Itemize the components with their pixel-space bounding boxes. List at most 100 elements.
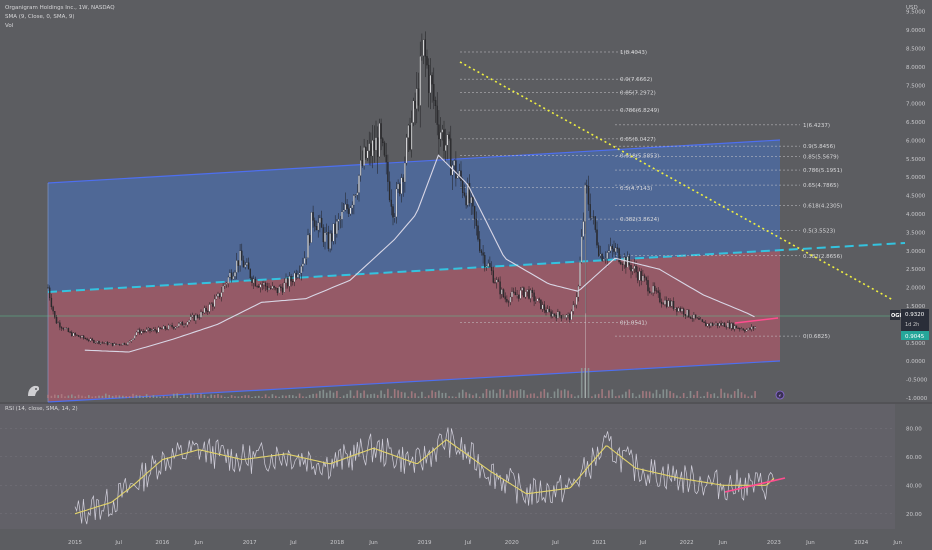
- volume-bar: [689, 391, 692, 398]
- candle-body: [190, 316, 192, 321]
- volume-bar: [669, 391, 671, 398]
- candle-body: [686, 309, 688, 316]
- candle-body: [465, 195, 467, 206]
- candle-body: [412, 100, 415, 123]
- price-tick-label: 3.0000: [906, 249, 926, 255]
- volume-bar: [740, 392, 743, 398]
- volume-bar: [305, 396, 308, 398]
- candle-body: [82, 335, 85, 339]
- candle-body: [400, 177, 403, 194]
- candle-body: [711, 323, 714, 326]
- time-axis[interactable]: 2015 Jul 2016 Jun 2017 Jul 2018 Jun 2019 Jul 2020 J…: [68, 540, 903, 546]
- price-tick-label: 2.5000: [906, 267, 926, 273]
- candle-body: [183, 324, 185, 326]
- time-tick-label: Jun: [368, 540, 378, 546]
- candle-body: [239, 250, 241, 266]
- candle-body: [659, 292, 661, 303]
- time-tick-label: Jul: [551, 540, 559, 546]
- candle-body: [696, 317, 699, 319]
- volume-bar: [682, 393, 685, 398]
- volume-bar: [302, 396, 304, 398]
- candle-body: [81, 335, 83, 338]
- candle-body: [334, 223, 336, 234]
- volume-bar: [434, 392, 437, 398]
- volume-bar: [706, 391, 709, 398]
- volume-bar: [672, 393, 675, 398]
- candle-body: [443, 129, 445, 151]
- volume-bar: [550, 397, 552, 398]
- candle-body: [501, 289, 503, 295]
- candle-body: [485, 266, 488, 268]
- candle-body: [648, 291, 651, 293]
- volume-bar: [591, 396, 593, 398]
- price-divergence-line[interactable]: [734, 317, 779, 324]
- currency-label: USD: [906, 5, 918, 11]
- candle-body: [198, 317, 200, 319]
- candle-body: [749, 328, 751, 330]
- candle-body: [344, 204, 347, 211]
- candle-body: [268, 288, 270, 290]
- candle-body: [276, 288, 279, 294]
- volume-bar: [553, 391, 556, 398]
- candle-body: [679, 308, 682, 312]
- channel-bottom-line[interactable]: [47, 360, 781, 403]
- volume-bar: [730, 394, 733, 398]
- candle-body: [149, 328, 151, 331]
- volume-bar: [376, 394, 379, 398]
- candle-body: [667, 300, 670, 307]
- candle-body: [421, 55, 423, 57]
- ma-value: 0.9045: [905, 334, 925, 340]
- candle-body: [219, 293, 221, 298]
- candle-body: [115, 343, 117, 345]
- volume-bar: [176, 393, 178, 398]
- downtrend-line[interactable]: [459, 61, 894, 301]
- volume-bar: [512, 390, 515, 398]
- time-tick-label: 2018: [330, 540, 344, 546]
- channel-top-line[interactable]: [47, 139, 781, 184]
- candle-body: [654, 285, 656, 291]
- candle-body: [176, 326, 178, 328]
- volume-bar: [696, 391, 699, 398]
- candle-body: [200, 311, 202, 318]
- candle-body: [62, 328, 65, 330]
- volume-bar: [169, 396, 172, 398]
- volume-bar: [404, 392, 406, 398]
- rsi-divergence-line[interactable]: [724, 477, 786, 493]
- candle-body: [132, 338, 134, 340]
- price-axis[interactable]: 9.5000 9.0000 8.5000 8.0000 7.5000 7.0000 6.50…: [906, 10, 928, 402]
- earnings-event-icon[interactable]: ⚡: [775, 390, 785, 400]
- fib-upper-label: 0.618(5.5853): [620, 154, 659, 160]
- candle-body: [553, 313, 556, 316]
- rsi-axis[interactable]: 80.00 60.00 40.00 20.00: [906, 426, 922, 518]
- volume-bar: [145, 394, 148, 398]
- fib-upper-levels[interactable]: 1(8.4043) 0.9(7.6662) 0.85(7.2972) 0.786(6.…: [460, 50, 659, 326]
- volume-bar: [574, 396, 576, 398]
- volume-bar: [410, 391, 413, 398]
- candle-body: [428, 64, 430, 93]
- candle-body: [84, 338, 87, 340]
- candle-body: [353, 195, 355, 206]
- volume-bar: [217, 394, 219, 398]
- candle-body: [405, 137, 408, 164]
- candle-body: [740, 328, 743, 330]
- candle-body: [91, 338, 93, 341]
- volume-bar: [747, 396, 750, 398]
- candle-body: [361, 160, 364, 166]
- candle-body: [329, 233, 331, 249]
- volume-bar: [754, 391, 756, 398]
- time-tick-label: 2023: [767, 540, 781, 546]
- fib-lower-levels[interactable]: 1.618(9.9718)1(6.4237)0.9(5.8456)0.85(5.…: [615, 0, 842, 340]
- candle-body: [546, 308, 549, 313]
- candle-body: [730, 323, 733, 329]
- fib-lower-label: 0.786(5.1951): [803, 168, 842, 174]
- candle-body: [320, 217, 323, 228]
- candle-body: [625, 257, 627, 268]
- rsi-tick-label: 80.00: [906, 426, 922, 432]
- candle-body: [606, 252, 608, 259]
- volume-bar: [461, 389, 464, 398]
- volume-bar: [387, 388, 389, 398]
- channel-midline-dashed[interactable]: [47, 242, 906, 293]
- ticker-badge: OGI: [891, 313, 901, 319]
- candle-body: [604, 258, 607, 260]
